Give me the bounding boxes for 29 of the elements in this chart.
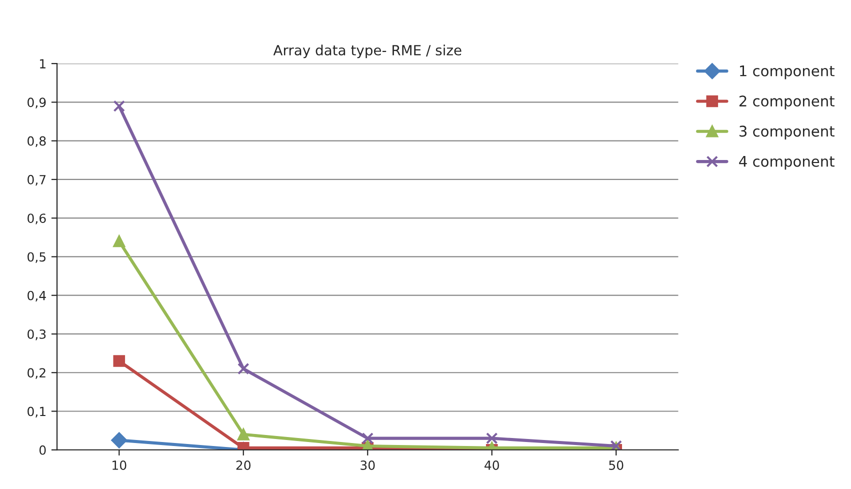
point bbox=[113, 100, 126, 112]
x-tick-label: 10 bbox=[112, 460, 126, 470]
y-tick-label: 0,4 bbox=[28, 290, 46, 302]
legend-label: 1 component bbox=[740, 66, 834, 80]
legend-label: 2 component bbox=[739, 96, 834, 110]
y-tick-label: 0,9 bbox=[28, 98, 46, 108]
point bbox=[113, 355, 126, 367]
point bbox=[113, 235, 126, 248]
chart-title: Array data type- RME / size bbox=[273, 44, 462, 58]
x-tick-label: 50 bbox=[609, 460, 624, 470]
point bbox=[486, 432, 498, 444]
y-tick-label: 0,3 bbox=[28, 329, 46, 340]
y-tick-label: 0,6 bbox=[28, 214, 46, 224]
x-tick-label: 40 bbox=[484, 460, 499, 470]
point bbox=[362, 432, 374, 444]
y-tick-label: 0,2 bbox=[28, 368, 46, 379]
point bbox=[237, 362, 250, 375]
point bbox=[111, 432, 128, 448]
y-tick-label: 0 bbox=[39, 445, 46, 455]
legend-label: 4 component bbox=[739, 156, 834, 170]
point bbox=[237, 428, 250, 440]
x-tick-label: 30 bbox=[360, 460, 375, 470]
y-tick-label: 0,8 bbox=[28, 136, 46, 148]
legend-label: 3 component bbox=[740, 126, 834, 140]
y-tick-label: 0,5 bbox=[28, 252, 46, 263]
x-tick-label: 20 bbox=[236, 460, 251, 470]
y-tick-label: 0,1 bbox=[28, 406, 46, 418]
y-tick-label: 0,7 bbox=[28, 174, 46, 186]
y-tick-label: 1 bbox=[40, 59, 46, 68]
